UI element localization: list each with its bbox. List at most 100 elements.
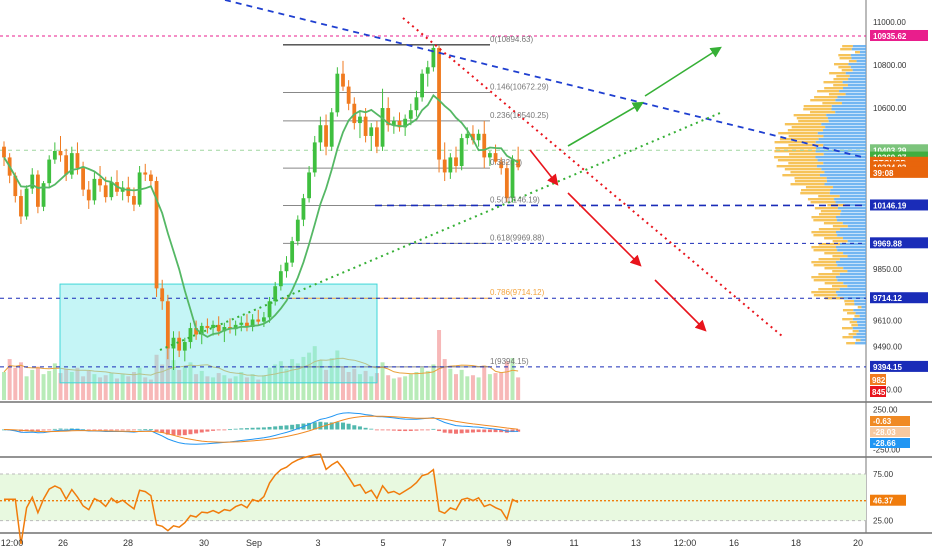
volume-bar	[482, 365, 487, 400]
volume-profile-bar	[774, 156, 816, 159]
price-badge[interactable]	[870, 237, 928, 249]
volume-profile-bar	[829, 192, 866, 195]
bullish-arrow[interactable]	[644, 46, 722, 97]
volume-bar	[307, 352, 312, 400]
macd-pane[interactable]	[2, 412, 521, 445]
macd-badge[interactable]	[870, 438, 910, 448]
downtrend-line[interactable]	[224, 0, 867, 159]
volume-profile-bar	[774, 150, 816, 153]
time-axis[interactable]: 12:00 26 28 30 Sep 3 5 7 9 11 13 12:00 16 18 20	[1, 538, 863, 548]
volume-profile-bar	[791, 126, 826, 129]
candle-up	[335, 73, 340, 113]
candle-down	[504, 168, 509, 199]
macd-histogram-bar	[290, 424, 295, 430]
candle-down	[143, 172, 148, 175]
candle-up	[459, 138, 464, 167]
volume-profile-bar	[835, 246, 866, 249]
volume-profile-bar	[823, 153, 866, 156]
volume-bar	[369, 376, 374, 400]
volume-bar	[318, 360, 323, 400]
volume-profile-bar	[842, 45, 853, 48]
volume-profile-bar	[817, 132, 866, 135]
volume-profile-bar	[837, 264, 866, 267]
bearish-arrow[interactable]	[654, 279, 707, 332]
volume-profile-bar	[777, 159, 818, 162]
volume-profile-bar	[837, 219, 866, 222]
candle-up	[380, 108, 385, 147]
volume-bar	[499, 372, 504, 400]
macd-histogram-bar	[493, 429, 498, 433]
bearish-arrow[interactable]	[567, 192, 642, 267]
volume-bar	[403, 376, 408, 400]
price-badge[interactable]	[870, 161, 928, 173]
volume-profile-bar	[842, 318, 853, 321]
candle-up	[188, 328, 193, 343]
volume-profile-bar	[832, 186, 866, 189]
volume-profile-bar	[857, 306, 862, 309]
price-badge[interactable]	[870, 292, 928, 304]
price-badge[interactable]	[870, 199, 928, 211]
price-badge[interactable]	[870, 144, 928, 156]
volume-bar	[487, 374, 492, 400]
macd-histogram-bar	[369, 428, 374, 430]
macd-histogram-bar	[228, 429, 232, 431]
volume-profile-bar	[824, 171, 866, 174]
candle-up	[211, 324, 215, 329]
macd-histogram-bar	[115, 429, 119, 431]
candle-down	[13, 175, 18, 197]
candle-down	[482, 133, 487, 158]
volume-profile-bar	[854, 303, 866, 306]
volume-bar	[256, 379, 261, 400]
macd-badge[interactable]	[870, 416, 910, 426]
volume-badge[interactable]	[870, 386, 886, 397]
volume-profile-bar	[845, 93, 866, 96]
drawings-layer[interactable]	[159, 0, 867, 351]
volume-profile-bar	[852, 69, 866, 72]
candle-up	[69, 153, 74, 175]
price-badge-label: 10403.29	[873, 146, 907, 155]
volume-profile-bar	[857, 321, 866, 324]
volume-profile-bar	[779, 138, 819, 141]
volume-badge[interactable]	[870, 374, 886, 385]
price-badge[interactable]	[870, 29, 928, 41]
volume-profile-bar	[837, 249, 866, 252]
macd-badge[interactable]	[870, 427, 910, 437]
bullish-arrow[interactable]	[567, 101, 644, 147]
macd-tick-label: -250.00	[873, 445, 901, 454]
volume-bar	[115, 378, 119, 400]
macd-histogram-bar	[459, 429, 464, 434]
volume-profile-bar	[842, 327, 853, 330]
rsi-pane[interactable]	[0, 453, 866, 545]
red-trend-line[interactable]	[402, 17, 783, 337]
time-tick-label: 7	[441, 538, 446, 548]
volume-bar	[228, 378, 232, 400]
volume-profile-bar	[832, 285, 848, 288]
candle-up	[30, 174, 35, 189]
volume-profile-bar	[811, 276, 836, 279]
candle-up	[92, 178, 97, 201]
macd-signal-line	[3, 415, 519, 443]
volume-bar	[109, 373, 114, 400]
candle-up	[391, 120, 396, 126]
macd-histogram-bar	[278, 425, 283, 430]
macd-histogram-bar	[160, 429, 165, 433]
price-tick-label: 10800.00	[873, 61, 907, 70]
volume-bar	[171, 360, 176, 400]
candle-up	[199, 325, 204, 335]
volume-profile-bar	[841, 102, 866, 105]
rsi-badge[interactable]	[870, 494, 906, 506]
bearish-arrow[interactable]	[529, 149, 559, 186]
macd-histogram-bar	[261, 427, 266, 430]
price-badge[interactable]	[870, 360, 928, 372]
volume-profile-bar	[803, 105, 832, 108]
candle-up	[290, 241, 295, 263]
time-tick-label: 11	[569, 538, 578, 548]
candle-down	[216, 324, 221, 332]
price-axis[interactable]: 11000.0010800.0010600.0010403.2910369.27…	[870, 18, 928, 526]
volume-profile-bar	[814, 96, 838, 99]
candle-up	[171, 337, 176, 349]
price-badge[interactable]	[870, 166, 928, 178]
volume-profile-bar	[826, 180, 866, 183]
